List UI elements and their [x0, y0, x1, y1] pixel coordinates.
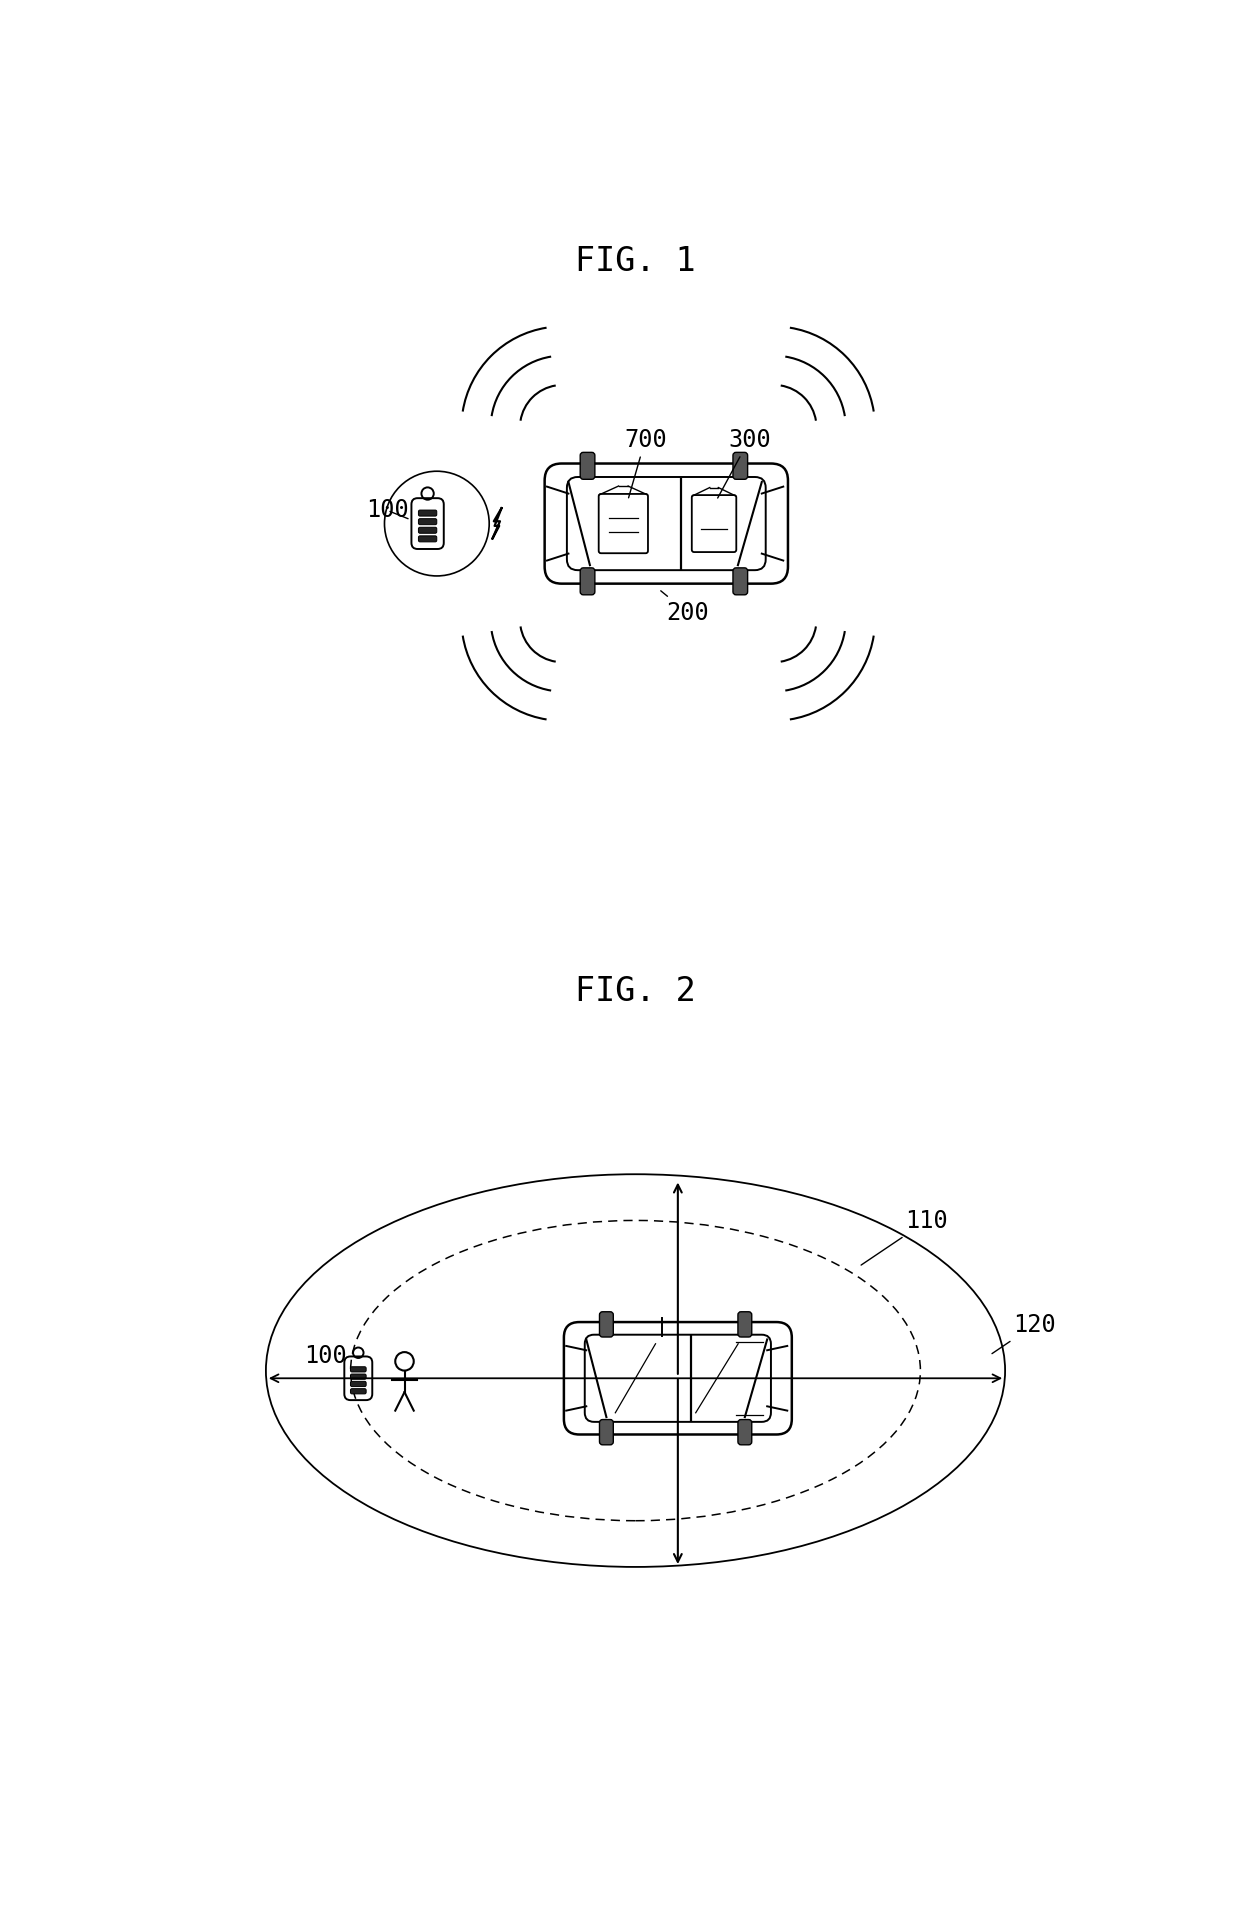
Text: 100: 100	[304, 1344, 347, 1367]
Text: 100: 100	[366, 499, 409, 522]
FancyBboxPatch shape	[733, 568, 748, 595]
FancyBboxPatch shape	[580, 453, 595, 480]
Text: 700: 700	[624, 428, 667, 497]
FancyBboxPatch shape	[351, 1388, 366, 1394]
FancyBboxPatch shape	[733, 453, 748, 480]
FancyBboxPatch shape	[418, 535, 436, 541]
Text: FIG. 2: FIG. 2	[575, 975, 696, 1008]
Text: 110: 110	[861, 1208, 947, 1266]
Text: 200: 200	[661, 591, 709, 625]
FancyBboxPatch shape	[580, 568, 595, 595]
FancyBboxPatch shape	[351, 1367, 366, 1373]
FancyBboxPatch shape	[738, 1419, 751, 1445]
FancyBboxPatch shape	[738, 1312, 751, 1336]
FancyBboxPatch shape	[599, 1312, 614, 1336]
FancyBboxPatch shape	[418, 518, 436, 524]
Text: FIG. 1: FIG. 1	[575, 245, 696, 279]
FancyBboxPatch shape	[599, 1419, 614, 1445]
Text: 300: 300	[718, 428, 770, 497]
FancyBboxPatch shape	[418, 511, 436, 516]
Text: 120: 120	[992, 1314, 1055, 1354]
FancyBboxPatch shape	[418, 528, 436, 533]
FancyBboxPatch shape	[351, 1375, 366, 1379]
FancyBboxPatch shape	[351, 1380, 366, 1386]
